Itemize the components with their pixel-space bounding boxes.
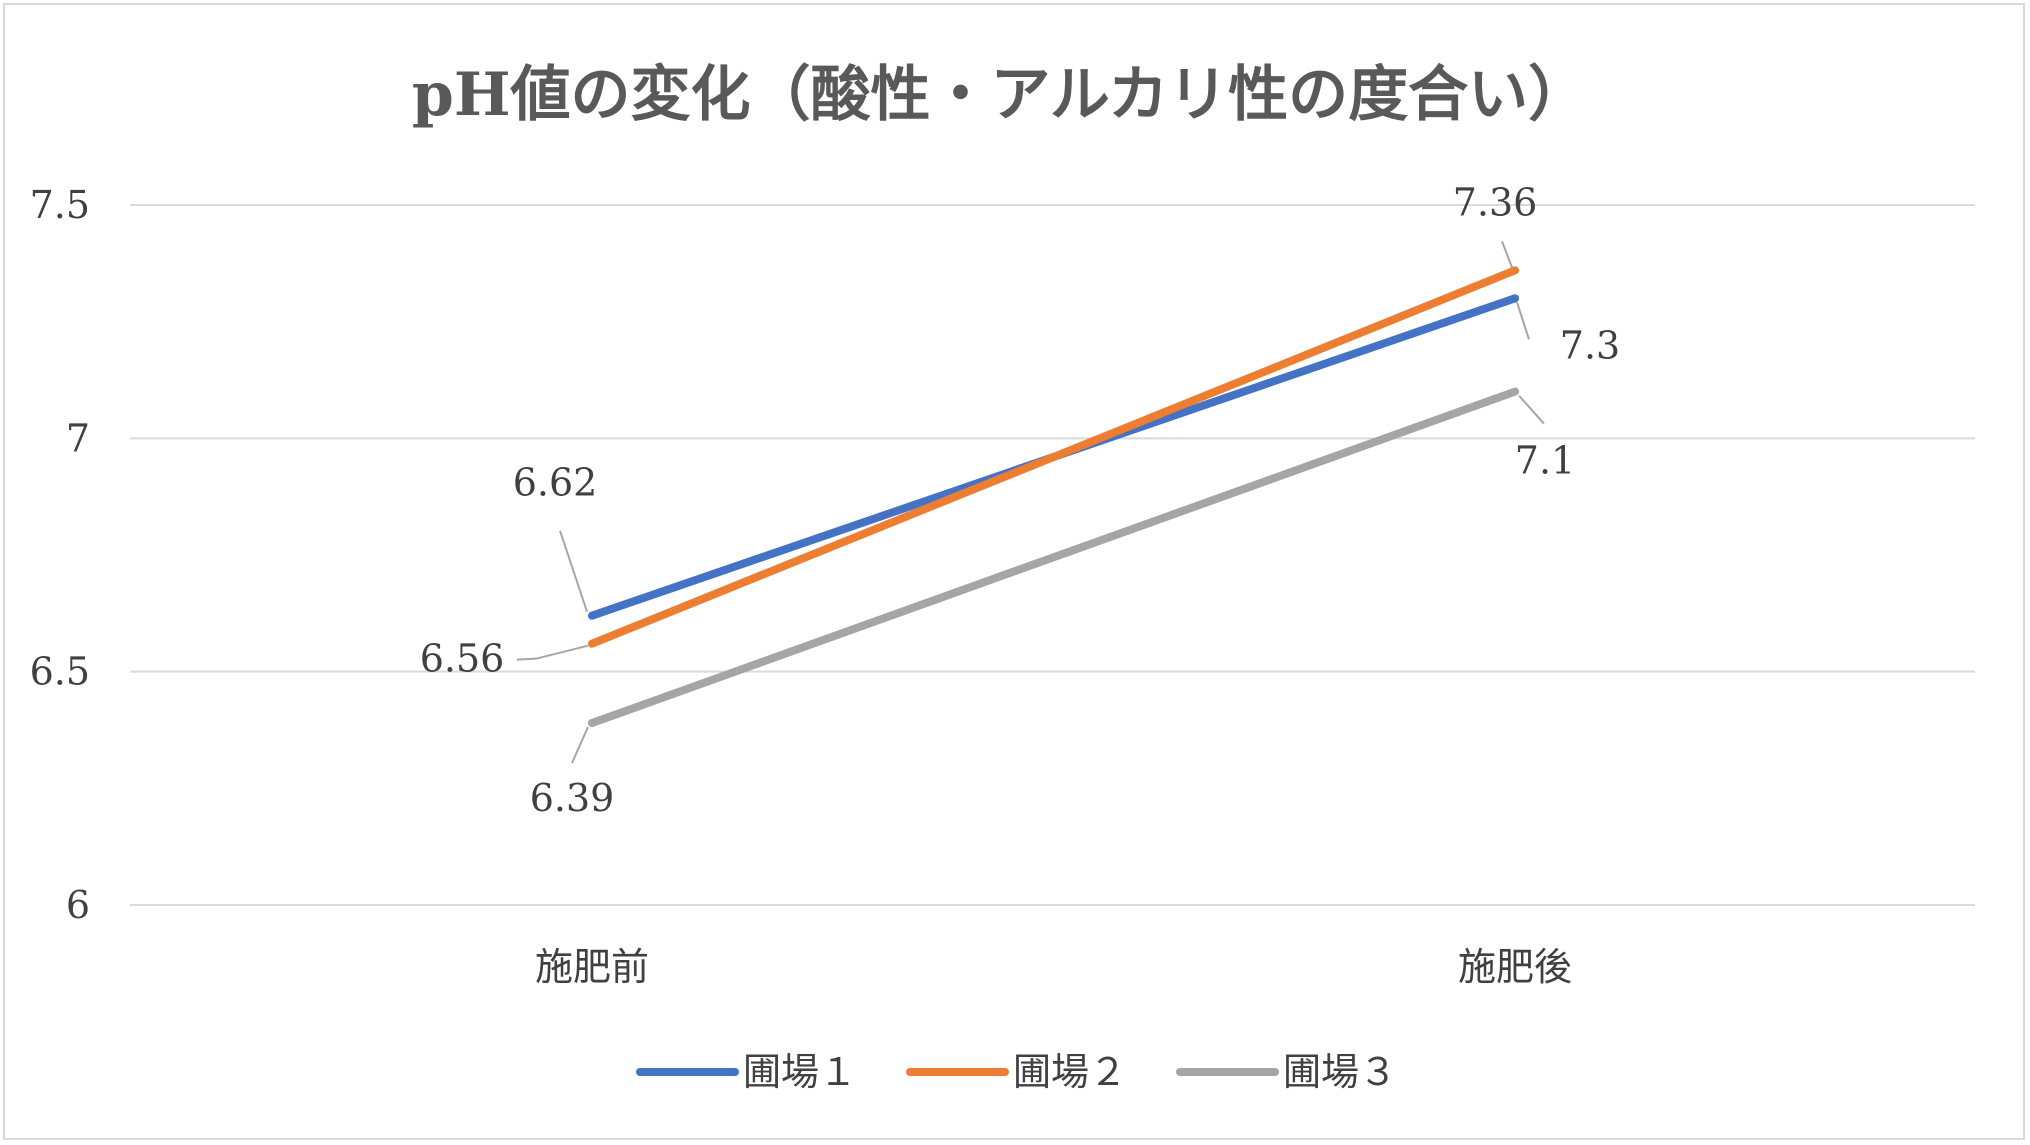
data-point: [1511, 387, 1519, 396]
leader-line: [571, 726, 589, 764]
y-axis: 6 6.5 7 7.5: [30, 183, 90, 927]
leader-line: [559, 530, 588, 612]
legend: 圃場１ 圃場２ 圃場３: [636, 1050, 1397, 1094]
data-point: [1511, 266, 1519, 275]
x-tick-label: 施肥後: [1458, 945, 1572, 989]
data-label: 6.62: [513, 461, 598, 505]
data-label: 7.36: [1453, 180, 1538, 224]
series-group: [588, 266, 1519, 727]
x-axis: 施肥前 施肥後: [535, 945, 1572, 989]
y-tick-label: 7.5: [30, 183, 90, 227]
chart-title: pH値の変化（酸性・アルカリ性の度合い）: [412, 60, 1588, 130]
data-labels: 6.62 7.3 6.56 7.36 6.39 7.1: [420, 180, 1621, 820]
data-point: [588, 719, 596, 727]
leader-line: [1516, 302, 1530, 340]
data-point: [588, 639, 596, 648]
leader-line: [1518, 395, 1545, 425]
gridlines: [130, 204, 1975, 906]
series-line: [588, 387, 1519, 727]
data-label: 6.56: [420, 637, 505, 681]
legend-label: 圃場２: [1013, 1050, 1127, 1094]
data-point: [1511, 294, 1519, 303]
leader-line: [516, 644, 589, 661]
data-label: 7.3: [1560, 323, 1620, 367]
y-tick-label: 6.5: [30, 650, 90, 694]
series-line: [588, 266, 1519, 648]
data-label: 6.39: [530, 776, 615, 820]
x-tick-label: 施肥前: [535, 945, 649, 989]
data-point: [588, 611, 596, 620]
legend-label: 圃場３: [1283, 1050, 1397, 1094]
legend-label: 圃場１: [743, 1050, 857, 1094]
data-label: 7.1: [1515, 439, 1575, 483]
y-tick-label: 6: [66, 883, 90, 927]
y-tick-label: 7: [66, 416, 90, 460]
leader-line: [1501, 240, 1513, 268]
